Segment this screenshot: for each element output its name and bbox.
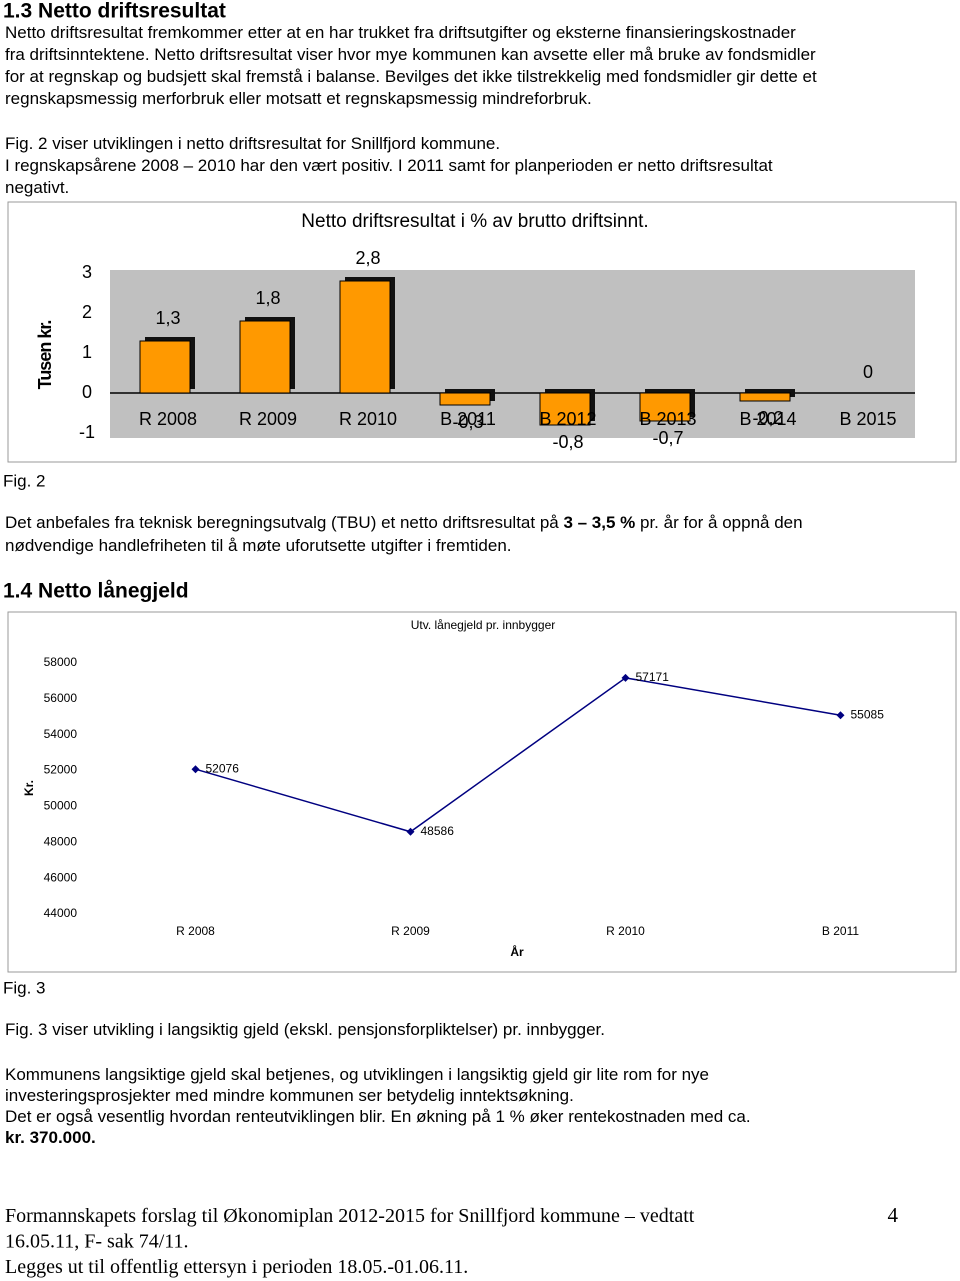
x-tick-label: R 2008 xyxy=(176,924,215,938)
text-segment: Legges ut til offentlig ettersyn i perio… xyxy=(5,1256,468,1278)
chart-frame xyxy=(7,611,957,973)
figure-label: Fig. 3 xyxy=(3,978,46,997)
y-tick-label: 1 xyxy=(82,342,92,362)
data-label: 1,8 xyxy=(255,288,280,308)
x-axis-label: År xyxy=(510,944,524,959)
bar xyxy=(739,392,791,402)
text-line: fra driftsinntektene. Netto driftsresult… xyxy=(5,45,816,64)
data-label: -0,2 xyxy=(752,408,783,428)
bar xyxy=(439,392,491,406)
text-segment: kr. 370.000. xyxy=(5,1128,96,1147)
x-tick-label: R 2009 xyxy=(391,924,430,938)
text-line: Netto driftsresultat fremkommer etter at… xyxy=(5,23,796,42)
x-tick-label: B 2014 xyxy=(739,409,796,429)
text-segment: negativt. xyxy=(5,178,69,197)
text-segment: fra driftsinntektene. Netto driftsresult… xyxy=(5,45,816,64)
text-segment: Formannskapets forslag til Økonomiplan 2… xyxy=(5,1205,695,1227)
data-label: 57171 xyxy=(636,670,670,684)
text-segment: for at regnskap og budsjett skal fremstå… xyxy=(5,67,817,86)
y-tick-label: 56000 xyxy=(44,691,78,705)
text-segment: nødvendige handlefriheten til å møte ufo… xyxy=(5,536,512,555)
x-tick-label: B 2011 xyxy=(822,924,859,938)
data-label: 55085 xyxy=(851,707,885,721)
text-segment: Kommunens langsiktige gjeld skal betjene… xyxy=(5,1065,709,1084)
text-line: nødvendige handlefriheten til å møte ufo… xyxy=(5,536,512,555)
data-label: -0,3 xyxy=(452,412,483,432)
figure-label: Fig. 2 xyxy=(3,471,46,490)
heading: 1.3 Netto driftsresultat xyxy=(3,0,226,23)
text-line: 16.05.11, F- sak 74/11. xyxy=(5,1230,189,1252)
marker xyxy=(621,673,630,682)
x-tick-label: B 2015 xyxy=(839,409,896,429)
text-segment: Det anbefales fra teknisk beregningsutva… xyxy=(5,513,563,532)
text-segment: 16.05.11, F- sak 74/11. xyxy=(5,1230,189,1252)
y-axis-label: Tusen kr. xyxy=(35,321,55,390)
chart-title: Utv. lånegjeld pr. innbygger xyxy=(411,618,556,632)
x-tick-label: R 2010 xyxy=(606,924,645,938)
text-line: Kommunens langsiktige gjeld skal betjene… xyxy=(5,1065,709,1084)
text-segment: investeringsprosjekter med mindre kommun… xyxy=(5,1086,574,1105)
data-label: 48586 xyxy=(421,824,455,838)
page-number: 4 xyxy=(888,1203,899,1227)
text-line: for at regnskap og budsjett skal fremstå… xyxy=(5,67,817,86)
text-line: negativt. xyxy=(5,178,69,197)
text-line: kr. 370.000. xyxy=(5,1128,96,1147)
y-tick-label: 0 xyxy=(82,382,92,402)
data-label: 2,8 xyxy=(355,248,380,268)
marker xyxy=(191,765,200,774)
y-tick-label: 48000 xyxy=(44,834,78,848)
text-segment: I regnskapsårene 2008 – 2010 har den vær… xyxy=(5,156,773,175)
text-line: investeringsprosjekter med mindre kommun… xyxy=(5,1086,574,1105)
y-tick-label: -1 xyxy=(79,422,95,442)
text-segment: Fig. 3 viser utvikling i langsiktig gjel… xyxy=(5,1020,605,1039)
text-segment: pr. år for å oppnå den xyxy=(635,513,802,532)
chart-title: Netto driftsresultat i % av brutto drift… xyxy=(301,211,648,232)
y-tick-label: 3 xyxy=(82,262,92,282)
line xyxy=(195,677,841,833)
y-tick-label: 52000 xyxy=(44,763,78,777)
text-segment: 3 – 3,5 % xyxy=(563,513,635,532)
y-tick-label: 54000 xyxy=(44,727,78,741)
text-line: regnskapsmessig merforbruk eller motsatt… xyxy=(5,89,592,108)
bar xyxy=(339,280,391,394)
marker xyxy=(836,711,845,720)
x-tick-label: B 2013 xyxy=(639,409,696,429)
bar xyxy=(639,392,691,422)
data-label: -0,8 xyxy=(552,432,583,452)
marker xyxy=(406,827,415,836)
text-line: Legges ut til offentlig ettersyn i perio… xyxy=(5,1256,468,1278)
text-segment: regnskapsmessig merforbruk eller motsatt… xyxy=(5,89,592,108)
x-tick-label: B 2011 xyxy=(440,409,496,429)
x-tick-label: B 2012 xyxy=(539,409,596,429)
text-line: Fig. 2 viser utviklingen i netto driftsr… xyxy=(5,134,500,153)
text-segment: Netto driftsresultat fremkommer etter at… xyxy=(5,23,796,42)
bar xyxy=(539,392,591,426)
heading: 1.4 Netto lånegjeld xyxy=(3,580,189,603)
text-segment: Det er også vesentlig hvordan renteutvik… xyxy=(5,1107,751,1126)
text-segment: Fig. 2 viser utviklingen i netto driftsr… xyxy=(5,134,500,153)
data-label: 1,3 xyxy=(155,308,180,328)
text-line: Det anbefales fra teknisk beregningsutva… xyxy=(5,513,803,532)
y-tick-label: 58000 xyxy=(44,655,78,669)
bar xyxy=(239,320,291,394)
y-tick-label: 2 xyxy=(82,302,92,322)
data-label: 52076 xyxy=(206,761,240,775)
bar xyxy=(139,340,191,394)
x-tick-label: R 2009 xyxy=(239,409,297,429)
x-tick-label: R 2008 xyxy=(139,409,197,429)
y-tick-label: 50000 xyxy=(44,799,78,813)
data-label: -0,7 xyxy=(652,428,683,448)
text-line: Formannskapets forslag til Økonomiplan 2… xyxy=(5,1205,695,1227)
text-line: Fig. 3 viser utvikling i langsiktig gjel… xyxy=(5,1020,605,1039)
text-line: Det er også vesentlig hvordan renteutvik… xyxy=(5,1107,751,1126)
y-axis-label: Kr. xyxy=(22,780,36,796)
y-tick-label: 44000 xyxy=(44,906,78,920)
data-label: 0 xyxy=(863,362,873,382)
x-tick-label: R 2010 xyxy=(339,409,397,429)
y-tick-label: 46000 xyxy=(44,870,78,884)
text-line: I regnskapsårene 2008 – 2010 har den vær… xyxy=(5,156,773,175)
